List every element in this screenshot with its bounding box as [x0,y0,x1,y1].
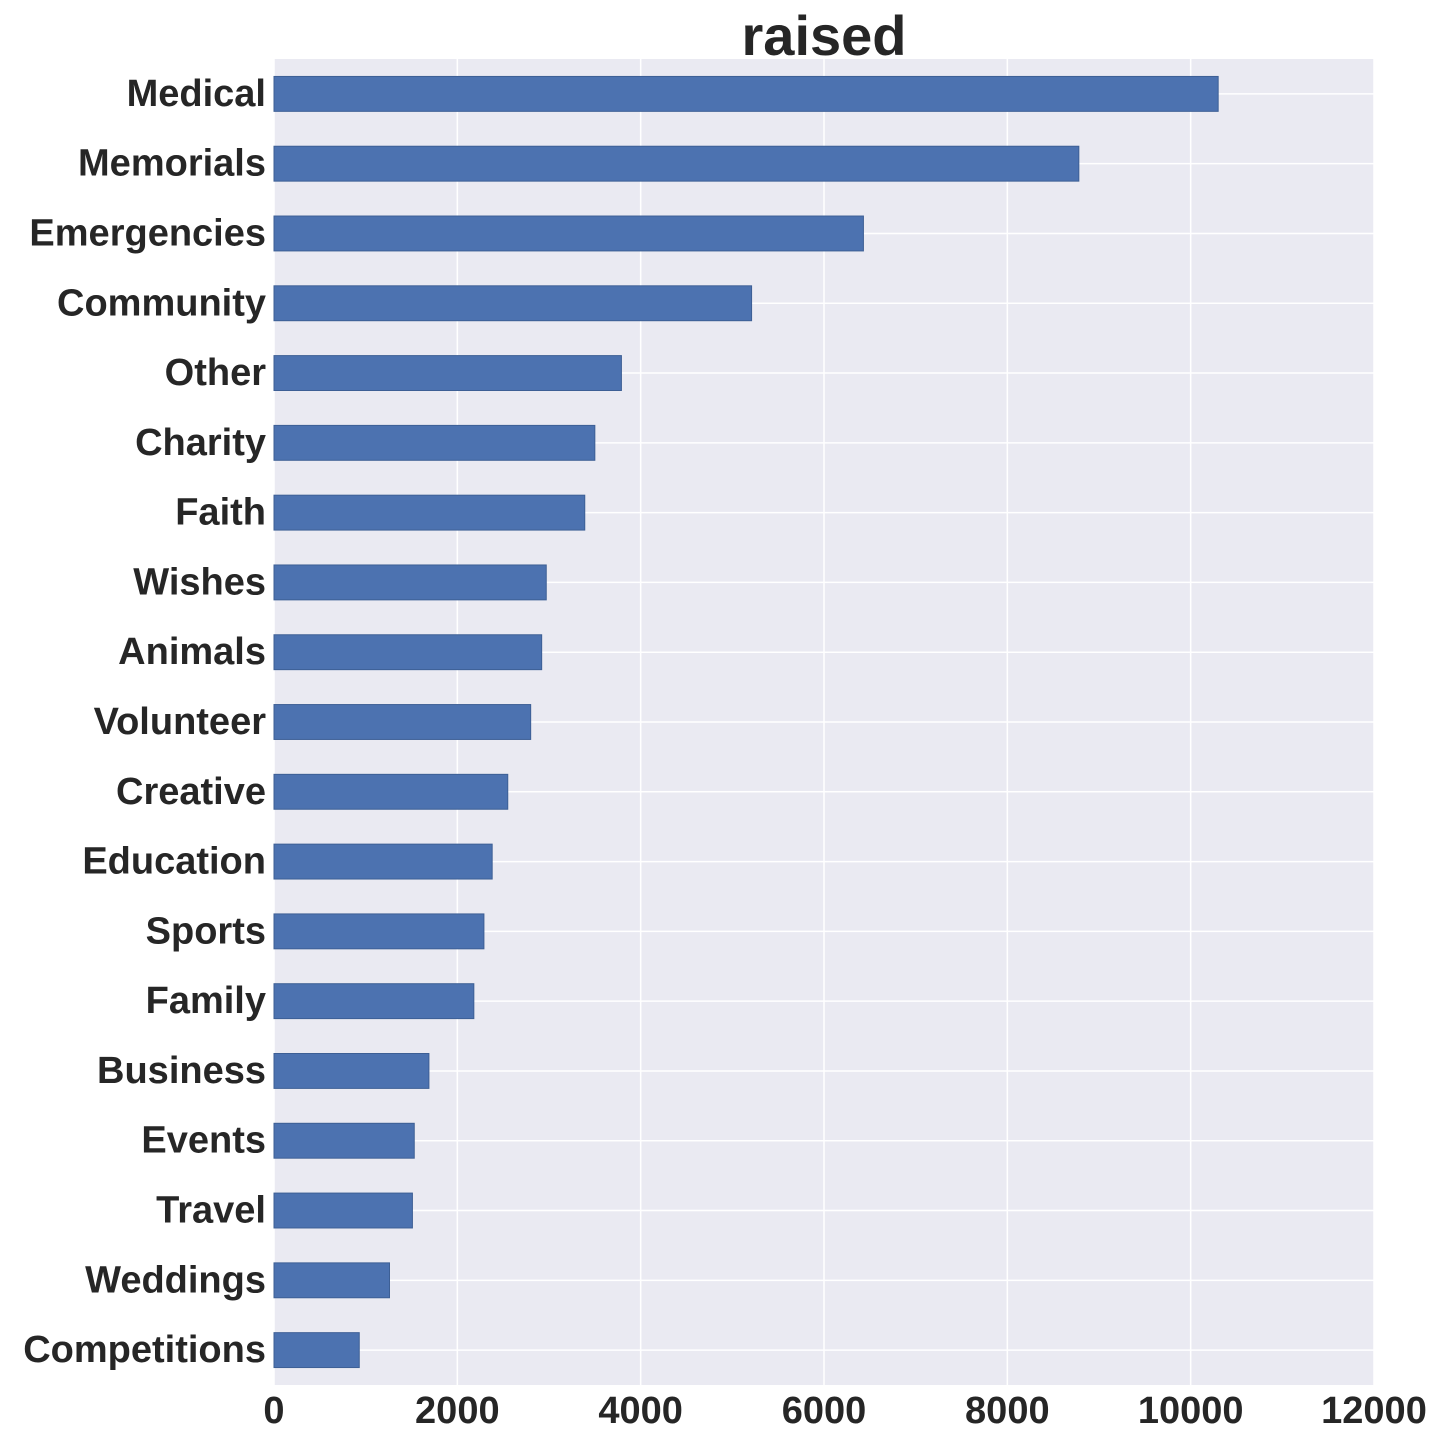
category-label-events: Events [141,1120,266,1162]
category-label-weddings: Weddings [85,1259,266,1301]
bar-medical [273,75,1219,112]
bar-business [273,1053,430,1089]
category-label-volunteer: Volunteer [94,701,267,743]
category-label-education: Education [82,841,266,883]
category-label-travel: Travel [156,1190,266,1232]
category-labels: Medical Memorials Emergencies Community Othe… [23,73,266,1371]
category-label-competitions: Competitions [23,1329,266,1371]
chart-title: raised [742,4,907,67]
bar-education [273,843,493,880]
category-label-animals: Animals [118,631,266,673]
bar-wishes [273,564,547,601]
bar-competitions [273,1332,360,1369]
bar-weddings [273,1262,390,1299]
bar-other [273,355,622,391]
category-label-memorials: Memorials [78,143,266,185]
x-tick-label-5: 10000 [1138,1390,1244,1432]
bar-events [273,1122,415,1159]
x-tick-label-1: 2000 [415,1390,500,1432]
bar-memorials [273,145,1080,182]
x-tick-label-6: 12000 [1321,1390,1427,1432]
bar-family [273,983,475,1020]
category-label-wishes: Wishes [133,561,266,603]
category-label-emergencies: Emergencies [29,212,266,254]
x-tick-label-0: 0 [263,1390,284,1432]
bars [273,75,1219,1369]
bar-community [273,285,753,322]
category-label-business: Business [97,1050,266,1092]
category-label-other: Other [165,352,267,394]
x-tick-label-3: 6000 [782,1390,867,1432]
x-tick-labels: 0 2000 4000 6000 8000 10000 12000 [263,1390,1426,1432]
bar-travel [273,1192,413,1229]
bar-emergencies [273,215,864,252]
bar-sports [273,913,485,950]
bar-volunteer [273,704,532,740]
category-label-faith: Faith [175,492,266,534]
category-label-community: Community [57,282,266,324]
category-label-family: Family [146,980,266,1022]
category-label-medical: Medical [127,73,266,115]
category-label-sports: Sports [146,910,266,952]
bar-faith [273,494,586,531]
x-tick-label-4: 8000 [965,1390,1050,1432]
bar-creative [273,773,509,810]
bar-animals [273,634,543,671]
category-label-creative: Creative [116,771,266,813]
category-label-charity: Charity [135,422,266,464]
x-tick-label-2: 4000 [598,1390,683,1432]
bar-charity [273,424,596,461]
